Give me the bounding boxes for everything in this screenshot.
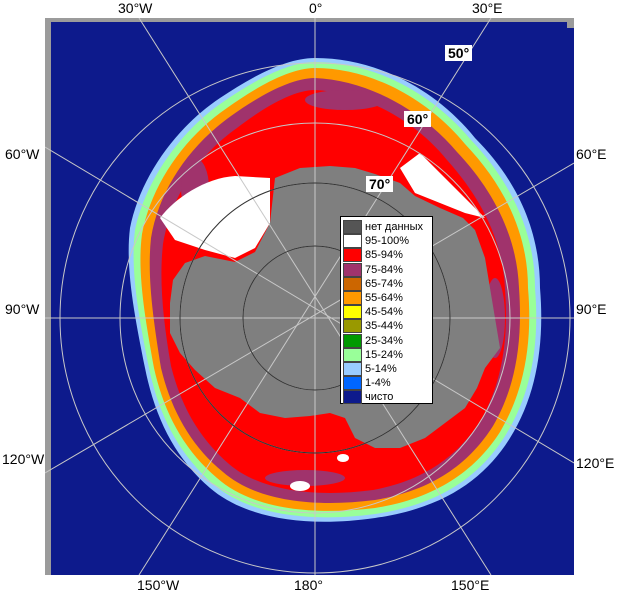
- ice-white-east: [400, 153, 485, 218]
- sea-ice-map: [45, 18, 574, 575]
- legend-label: 55-64%: [365, 292, 403, 304]
- legend-label: 65-74%: [365, 277, 403, 290]
- legend-item: 25-34%: [343, 333, 431, 349]
- ice-patch-purple: [265, 470, 345, 486]
- legend-label: 45-54%: [365, 306, 403, 319]
- meridian-label-90e: 90°E: [576, 301, 607, 317]
- legend-swatch: [343, 305, 362, 320]
- meridian-label-150e: 150°E: [451, 577, 490, 593]
- legend-label: нет данных: [365, 221, 424, 233]
- legend-item: чисто: [343, 389, 431, 405]
- legend-swatch: [343, 262, 362, 277]
- frame-left-strip: [45, 18, 51, 575]
- legend-swatch: [343, 291, 362, 305]
- ice-white-floe: [337, 454, 349, 462]
- legend-item: 65-74%: [343, 276, 431, 292]
- legend-label: 1-4%: [365, 377, 391, 390]
- legend-label: 95-100%: [365, 235, 410, 248]
- ice-white-floe: [290, 481, 310, 491]
- legend-label: 15-24%: [365, 348, 403, 361]
- meridian-label-180: 180°: [294, 577, 323, 593]
- legend-item: 15-24%: [343, 347, 431, 363]
- frame-top-strip: [45, 18, 574, 22]
- legend-label: чисто: [365, 391, 394, 404]
- meridian-line-60e: [45, 162, 574, 474]
- meridian-label-60e: 60°E: [576, 146, 607, 162]
- sea-ice-map-canvas: [45, 18, 574, 575]
- legend-swatch: [343, 362, 362, 376]
- ice-patch-purple: [305, 90, 385, 110]
- legend-item: 85-94%: [343, 247, 431, 263]
- legend-swatch: [343, 220, 362, 234]
- legend-swatch: [343, 319, 362, 334]
- latitude-label-50: 50°: [445, 45, 473, 61]
- meridian-line-60: [45, 146, 574, 464]
- legend-label: 85-94%: [365, 249, 403, 262]
- legend-item: 55-64%: [343, 290, 431, 306]
- legend-label: 35-44%: [365, 320, 403, 333]
- meridian-label-150w: 150°W: [137, 577, 180, 593]
- meridian-label-30e: 30°E: [472, 0, 503, 16]
- legend-item: 1-4%: [343, 375, 431, 391]
- latitude-label-60: 60°: [404, 111, 432, 127]
- legend-label: 5-14%: [365, 363, 397, 375]
- legend-item: 35-44%: [343, 318, 431, 334]
- meridian-label-90w: 90°W: [5, 301, 40, 317]
- legend-swatch: [343, 276, 362, 291]
- legend-swatch: [343, 390, 362, 405]
- meridian-label-120e: 120°E: [576, 455, 615, 471]
- ice-white-weddell: [160, 176, 270, 258]
- legend-swatch: [343, 248, 362, 263]
- meridian-line-30e: [138, 18, 492, 575]
- meridian-label-120w: 120°W: [2, 451, 45, 467]
- legend-item: 45-54%: [343, 304, 431, 320]
- legend-item: нет данных: [343, 219, 431, 235]
- legend-swatch: [343, 376, 362, 391]
- meridian-label-0: 0°: [309, 0, 323, 16]
- latitude-label-70: 70°: [366, 176, 394, 192]
- latitude-circle-70-land: [179, 182, 451, 454]
- frame-corner: [567, 18, 574, 28]
- legend-swatch: [343, 234, 362, 249]
- meridian-label-60w: 60°W: [5, 146, 40, 162]
- legend-item: 5-14%: [343, 361, 431, 377]
- legend: нет данных 95-100% 85-94% 75-84% 65-74% 55-64…: [340, 216, 433, 405]
- legend-label: 75-84%: [365, 263, 403, 276]
- legend-swatch: [343, 333, 362, 348]
- legend-label: 25-34%: [365, 334, 403, 347]
- meridian-label-30w: 30°W: [118, 0, 153, 16]
- legend-item: 95-100%: [343, 233, 431, 249]
- legend-item: 75-84%: [343, 262, 431, 278]
- legend-swatch: [343, 347, 362, 362]
